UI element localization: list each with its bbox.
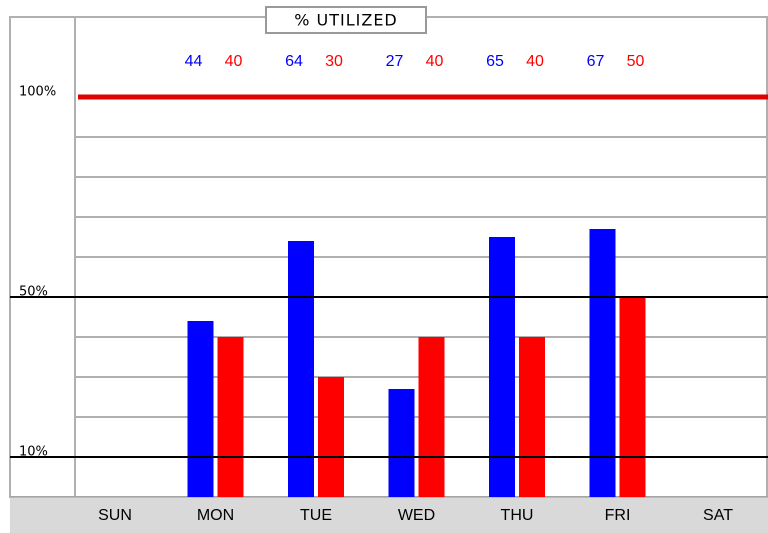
y-tick-label: 100% (19, 85, 56, 100)
x-tick-label: WED (398, 507, 435, 524)
bar (589, 229, 616, 497)
y-tick-label: 10% (19, 445, 48, 460)
value-label: 44 (185, 53, 203, 70)
x-tick-label: MON (197, 507, 234, 524)
x-tick-label: SAT (703, 507, 733, 524)
y-tick-label: 50% (19, 285, 48, 300)
value-label: 64 (285, 53, 303, 70)
value-label: 30 (325, 53, 343, 70)
bar (318, 377, 344, 497)
bar (489, 237, 515, 497)
value-label: 50 (627, 53, 645, 70)
bar (619, 297, 646, 497)
category-band (10, 497, 768, 533)
bar (519, 337, 545, 497)
value-label: 40 (225, 53, 243, 70)
value-label: 67 (587, 53, 605, 70)
value-label: 40 (426, 53, 444, 70)
title-box (265, 6, 427, 34)
x-tick-label: TUE (300, 507, 332, 524)
value-label: 40 (526, 53, 544, 70)
bar (288, 241, 314, 497)
chart-title: % UTILIZED (294, 11, 398, 30)
bar (388, 389, 415, 497)
x-tick-label: THU (501, 507, 534, 524)
x-tick-label: FRI (605, 507, 631, 524)
bar (217, 337, 244, 497)
bar (418, 337, 445, 497)
bar (187, 321, 214, 497)
x-tick-label: SUN (98, 507, 132, 524)
value-label: 27 (386, 53, 404, 70)
value-label: 65 (486, 53, 504, 70)
